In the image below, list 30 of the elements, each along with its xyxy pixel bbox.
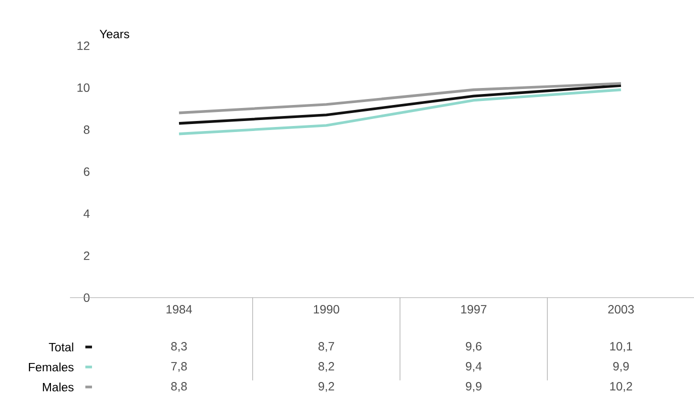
- legend-label: Males: [42, 382, 74, 392]
- line-series: [178, 84, 622, 125]
- data-label: 9,2: [318, 382, 334, 392]
- x-tick-label: 1990: [314, 305, 340, 314]
- data-label: 8,3: [171, 342, 187, 352]
- data-label: 9,6: [466, 342, 482, 352]
- y-axis-title: Years: [100, 30, 130, 38]
- data-label: 10,1: [610, 342, 632, 352]
- y-tick-label: 6: [84, 167, 90, 176]
- data-label: 10,2: [610, 382, 632, 392]
- y-tick-label: 8: [84, 125, 90, 134]
- data-label: 8,2: [318, 362, 334, 372]
- y-tick-label: 10: [78, 83, 90, 92]
- legend-label: Females: [28, 362, 74, 372]
- legend-label: Total: [48, 342, 74, 352]
- x-tick-label: 1997: [461, 305, 486, 314]
- y-tick-label: 0: [84, 293, 90, 302]
- line-series: [178, 82, 622, 114]
- data-label: 9,4: [466, 362, 482, 372]
- line-series: [178, 88, 622, 136]
- y-tick-label: 12: [78, 41, 90, 50]
- x-tick-label: 1984: [166, 305, 192, 314]
- x-tick-label: 2003: [608, 305, 634, 314]
- data-label: 8,8: [171, 382, 187, 392]
- y-tick-label: 4: [84, 210, 90, 218]
- y-tick-label: 2: [84, 251, 90, 260]
- data-label: 7,8: [171, 362, 187, 372]
- data-label: 9,9: [613, 362, 629, 372]
- data-label: 8,7: [318, 342, 334, 352]
- data-label: 9,9: [466, 382, 482, 392]
